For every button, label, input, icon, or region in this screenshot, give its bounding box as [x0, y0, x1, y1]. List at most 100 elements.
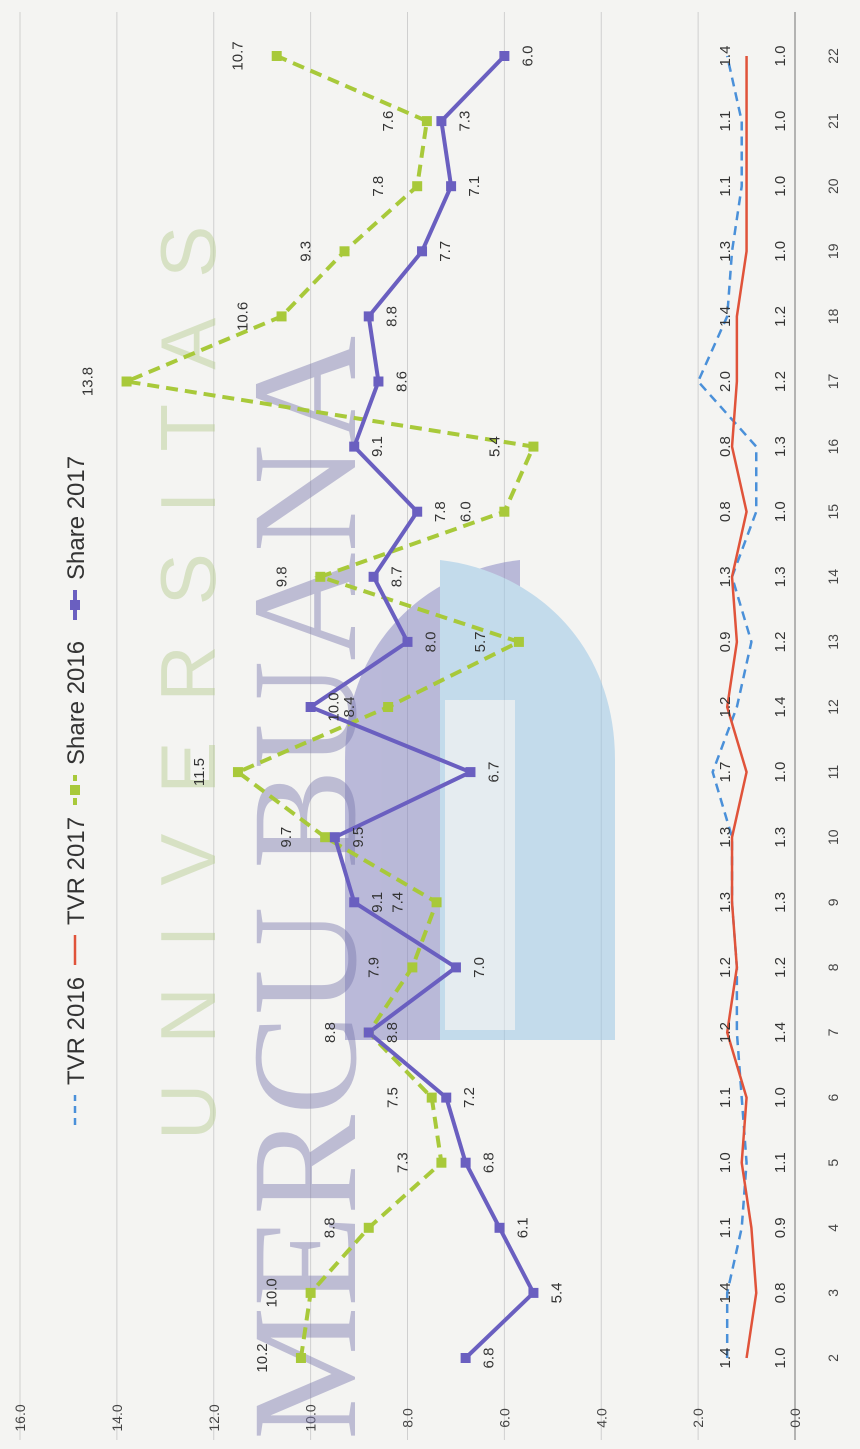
category-label: 5 — [825, 1159, 841, 1167]
data-label: 7.7 — [437, 241, 454, 262]
data-label: 1.1 — [717, 111, 734, 132]
category-label: 21 — [825, 113, 841, 129]
category-label: 6 — [825, 1093, 841, 1101]
data-label: 1.4 — [717, 1282, 734, 1303]
data-label: 1.3 — [772, 827, 789, 848]
watermark-line2: MERCU BUANA — [222, 336, 388, 1440]
y-tick-label: 8.0 — [400, 1408, 416, 1428]
data-label: 9.1 — [369, 892, 386, 913]
data-label: 10.0 — [326, 692, 343, 721]
category-label: 11 — [825, 765, 841, 780]
data-point — [513, 636, 524, 647]
data-label: 8.8 — [384, 306, 401, 327]
legend-label: Share 2017 — [63, 456, 90, 580]
data-label: 10.2 — [254, 1343, 271, 1372]
data-label: 9.3 — [298, 241, 315, 262]
data-point — [450, 962, 461, 973]
data-label: 7.3 — [394, 1152, 411, 1173]
category-label: 14 — [825, 569, 841, 585]
series-markers — [121, 51, 539, 1363]
data-label: 1.3 — [717, 241, 734, 262]
data-label: 1.4 — [717, 46, 734, 67]
data-point — [412, 506, 423, 517]
category-label: 8 — [825, 963, 841, 971]
legend-label: TVR 2017 — [63, 817, 90, 925]
data-label: 1.1 — [717, 1087, 734, 1108]
data-label: 7.1 — [466, 176, 483, 197]
data-label: 1.3 — [717, 827, 734, 848]
category-label: 10 — [825, 829, 841, 845]
data-label: 1.0 — [772, 762, 789, 783]
data-point — [349, 441, 360, 452]
data-point — [305, 702, 316, 712]
data-label: 1.1 — [717, 1217, 734, 1238]
data-point — [402, 636, 413, 647]
data-point — [295, 1353, 306, 1363]
data-point — [436, 1157, 447, 1168]
data-label: 8.8 — [384, 1022, 401, 1043]
data-label: 0.8 — [717, 436, 734, 457]
data-point — [494, 1222, 505, 1233]
category-label: 19 — [825, 243, 841, 259]
category-label: 4 — [825, 1224, 841, 1232]
data-label: 2.0 — [717, 371, 734, 392]
data-label: 11.5 — [191, 758, 208, 786]
data-label: 6.7 — [485, 762, 502, 783]
data-label: 8.7 — [389, 566, 406, 587]
data-label: 5.4 — [548, 1282, 565, 1303]
data-label: 8.4 — [341, 697, 358, 718]
data-label: 1.4 — [772, 1022, 789, 1043]
data-label: 0.8 — [717, 501, 734, 522]
data-point — [407, 962, 418, 973]
data-label: 1.4 — [717, 1348, 734, 1369]
data-point — [121, 376, 132, 387]
data-label: 8.8 — [322, 1022, 339, 1043]
data-label: 1.1 — [772, 1152, 789, 1173]
data-point — [232, 767, 243, 778]
category-label: 16 — [825, 439, 841, 455]
data-point — [373, 376, 384, 387]
data-point — [271, 51, 282, 61]
data-label: 0.8 — [772, 1282, 789, 1303]
data-label: 1.0 — [772, 1087, 789, 1108]
data-label: 7.5 — [385, 1087, 402, 1108]
data-label: 1.0 — [772, 176, 789, 197]
data-point — [499, 506, 510, 517]
data-label: 1.3 — [772, 436, 789, 457]
y-tick-label: 16.0 — [12, 1404, 28, 1431]
data-label: 1.2 — [772, 371, 789, 392]
data-point — [383, 702, 394, 712]
y-tick-labels: 0.0 2.0 4.0 6.0 8.0 10.0 12.0 14.0 16.0 — [12, 1404, 803, 1431]
category-label: 17 — [825, 374, 841, 390]
category-labels: 2 3 4 5 6 7 8 9 10 11 12 13 14 15 16 17 18 19 20 21 22 — [825, 48, 841, 1362]
data-point — [315, 571, 326, 582]
data-label: 0.9 — [717, 631, 734, 652]
y-tick-label: 10.0 — [303, 1404, 319, 1431]
category-label: 7 — [825, 1028, 841, 1036]
data-label: 7.8 — [432, 501, 449, 522]
data-label: 1.2 — [772, 957, 789, 978]
data-label: 7.6 — [380, 111, 397, 132]
data-point — [412, 181, 423, 192]
data-label: 10.0 — [264, 1278, 281, 1307]
data-label: 5.4 — [486, 436, 503, 457]
data-label: 9.1 — [369, 436, 386, 457]
y-tick-label: 0.0 — [787, 1408, 803, 1428]
data-label: 6.8 — [481, 1152, 498, 1173]
data-label: 10.7 — [230, 41, 247, 70]
data-label: 6.1 — [515, 1217, 532, 1238]
y-tick-label: 6.0 — [496, 1408, 512, 1428]
category-label: 9 — [825, 898, 841, 906]
data-label: 7.9 — [365, 957, 382, 978]
data-label: 1.4 — [772, 697, 789, 718]
data-label: 1.0 — [772, 501, 789, 522]
data-label: 7.0 — [471, 957, 488, 978]
data-point — [441, 1092, 452, 1103]
data-label: 6.8 — [481, 1348, 498, 1369]
data-label: 7.3 — [456, 111, 473, 132]
data-label: 1.2 — [717, 957, 734, 978]
legend-marker — [70, 600, 80, 610]
data-point — [329, 832, 340, 843]
y-tick-label: 2.0 — [690, 1408, 706, 1428]
